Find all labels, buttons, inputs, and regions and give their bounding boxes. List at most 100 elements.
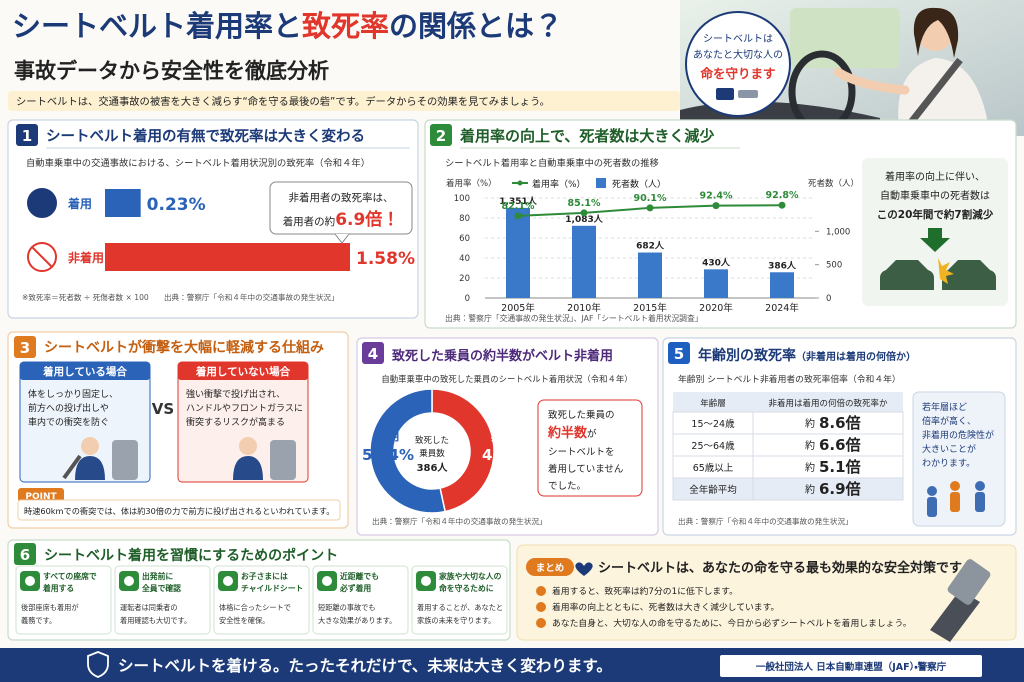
y-tick-label: 60: [459, 234, 470, 244]
intro-text: シートベルトは、交通事故の被害を大きく減らす“命を守る最後の砦”です。データから…: [16, 95, 550, 108]
tip-text: 安全性を確保。: [219, 616, 269, 625]
footer-org-box: [720, 655, 982, 677]
section-title: シートベルトが衝撃を大幅に軽減する仕組み: [44, 339, 324, 356]
value-label: 386人: [768, 260, 797, 271]
tip-icon-mark: [421, 576, 431, 586]
person-icon: [927, 486, 937, 496]
y-tick-label: 100: [454, 194, 470, 204]
buckle-icon: [716, 88, 734, 100]
point-text: 時速60kmでの衝突では、体は約30倍の力で前方に投げ出されるといわれています。: [24, 506, 334, 516]
line-marker: [580, 209, 588, 217]
point-label: POINT: [25, 492, 57, 502]
table-cell: 約: [805, 483, 815, 496]
callout-text: 着用していません: [548, 463, 623, 475]
label-part: シートベルト着用率と: [12, 9, 302, 43]
table-cell: 約: [805, 417, 815, 430]
callout-text: シートベルトを: [548, 447, 615, 458]
scenario-heading: 着用している場合: [42, 365, 127, 378]
car-icon: [880, 260, 934, 290]
section-title: 致死した乗員の約半数がベルト非着用: [392, 348, 613, 364]
value-label: 82.1%: [502, 201, 535, 212]
buckle-illustration: [947, 559, 991, 605]
label-part: 約半数: [547, 425, 588, 441]
tip-text: 運転者は同乗者の: [120, 603, 178, 612]
legend-swatch: [596, 178, 606, 188]
buckle-icon: [738, 90, 758, 98]
donut-center: 致死した: [415, 435, 449, 446]
x-tick-label: 2024年: [765, 302, 799, 314]
section-number: 4: [368, 345, 378, 363]
table-cell: 25〜64歳: [691, 440, 735, 452]
tip-text: 体格に合ったシートで: [219, 603, 291, 612]
table-cell: 約: [805, 439, 815, 452]
chart-subtitle: シートベルト着用率と自動車乗車中の死者数の推移: [445, 157, 659, 169]
legend-label: 着用率（%）: [532, 178, 586, 190]
driver-arm: [833, 67, 910, 95]
footer-message: シートベルトを着ける。たったそれだけで、未来は大きく変わります。: [118, 656, 612, 675]
tip-icon-mark: [25, 576, 35, 586]
legend-marker: [517, 180, 523, 186]
callout-pointer: [334, 233, 350, 244]
label-part: 致死率: [302, 9, 389, 43]
value-label: 85.1%: [568, 198, 601, 209]
summary-point: 着用すると、致死率は約7分の1に低下します。: [552, 585, 738, 597]
category-label: 着用: [376, 429, 400, 443]
summary-point: あなた自身と、大切な人の命を守るために、今日から必ずシートベルトを着用しましょう…: [552, 617, 912, 629]
y2-tick-label: 500: [826, 261, 842, 271]
table-cell: 全年齢平均: [689, 484, 737, 496]
intro-band: [8, 91, 680, 111]
line-marker: [514, 212, 522, 220]
category-label: 着用: [68, 196, 92, 211]
tip-title: 出発前に: [142, 571, 173, 581]
donut-center: 386人: [417, 462, 449, 474]
donut-center: 乗員数: [419, 448, 445, 459]
bar: [105, 243, 350, 271]
section-number: 1: [22, 127, 32, 145]
bar: [770, 272, 794, 298]
value-label: 46.6%: [482, 446, 534, 464]
bar: [105, 189, 141, 217]
section-number-badge: [16, 124, 38, 146]
bar: [704, 269, 728, 298]
section-number-badge: [14, 336, 36, 358]
section-number: 6: [20, 546, 30, 564]
x-tick-label: 2015年: [633, 302, 667, 314]
table-cell: 6.9倍: [819, 480, 861, 498]
label-part: の関係とは？: [389, 9, 563, 43]
category-label: 非着用: [68, 250, 104, 265]
label-part: 着用者の約: [283, 215, 336, 228]
driver-hair: [913, 7, 959, 58]
y-tick-label: 40: [459, 254, 470, 264]
callout-text: でした。: [548, 481, 586, 492]
summary-panel: [516, 544, 1017, 641]
side-note-text: 自動車乗車中の死者数は: [880, 189, 990, 202]
tip-title: 必ず着用: [339, 583, 371, 593]
seatbelt: [902, 57, 963, 133]
table-cell: 15〜24歳: [691, 418, 735, 430]
axis-title: 着用率（%）: [446, 178, 497, 189]
scenario-text: 前方への投げ出しや: [28, 402, 109, 414]
tip-icon-mark: [223, 576, 233, 586]
label-part: 年齢別の致死率: [698, 347, 796, 364]
table-header-row: [673, 392, 903, 412]
bar: [506, 207, 530, 298]
x-tick-label: 2005年: [501, 302, 535, 314]
legend-label: 死者数（人）: [612, 178, 666, 190]
label-part: 6.9倍！: [335, 209, 399, 230]
no-icon-slash: [31, 246, 53, 268]
person-icon: [927, 497, 937, 517]
car-icon: [942, 260, 996, 290]
y-tick-label: 20: [459, 274, 470, 284]
table-cell: 65歳以上: [693, 462, 734, 474]
scenario-text: ハンドルやフロントガラスに: [186, 403, 303, 414]
table-header: 非着用は着用の何倍の致死率か: [768, 398, 888, 409]
label-part: （非着用は着用の何倍か）: [796, 350, 916, 363]
line-marker: [778, 201, 786, 209]
table-cell: 6.6倍: [819, 436, 861, 454]
side-note-text: 大きいことが: [922, 443, 976, 455]
person-head: [239, 437, 257, 455]
y-tick-label: 80: [459, 214, 470, 224]
value-label: 430人: [702, 257, 731, 268]
badge-text: あなたと大切な人の: [693, 48, 783, 61]
